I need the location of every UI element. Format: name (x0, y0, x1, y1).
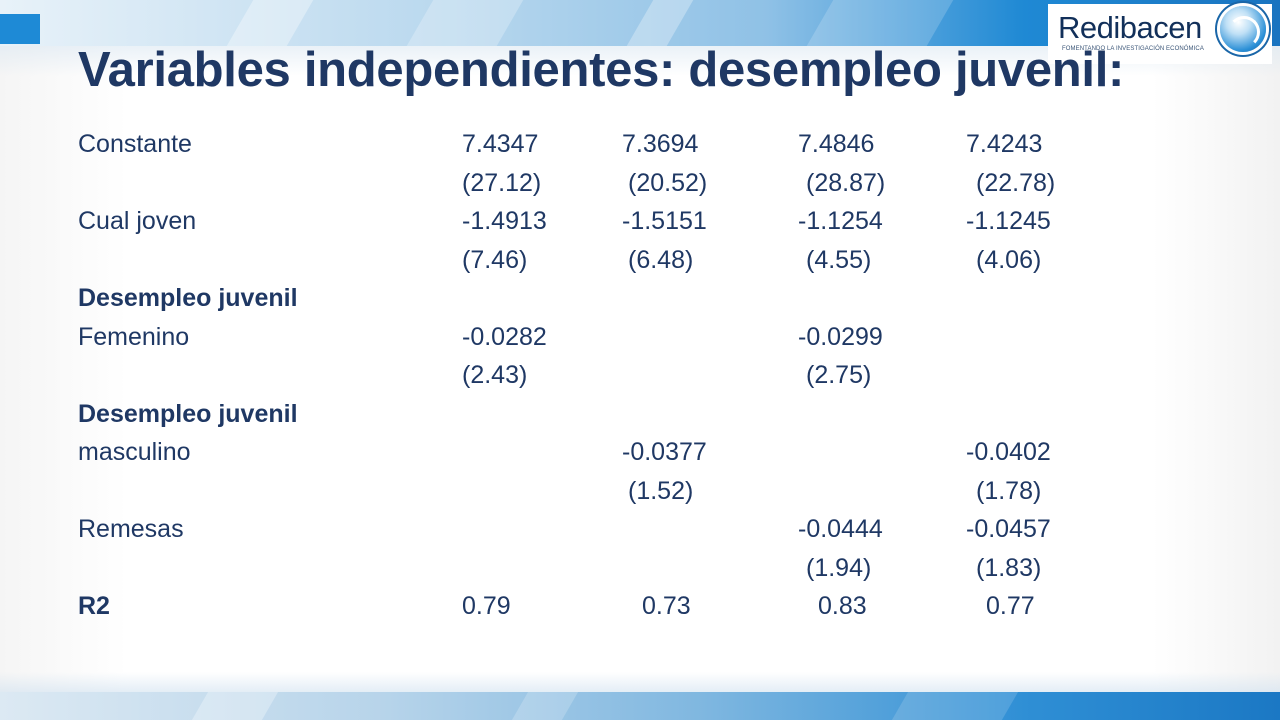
value-cell-col4: -0.0457 (966, 515, 1051, 543)
value-cell-col1: -0.0282 (462, 322, 547, 351)
value-cell-col4: 7.4243 (966, 130, 1043, 158)
row-label: Cual joven (78, 207, 197, 235)
redibacen-logo: Redibacen FOMENTANDO LA INVESTIGACIÓN EC… (1048, 4, 1272, 64)
value-cell-col2: (20.52) (628, 168, 708, 197)
table-row: Desempleo juvenil (78, 278, 1178, 317)
table-row: (27.12) (20.52) (28.87) (22.78) (78, 163, 1178, 202)
slide-title: Variables independientes: desempleo juve… (78, 43, 1125, 97)
table-row: (1.94) (1.83) (78, 548, 1178, 587)
table-row: Femenino -0.0282 -0.0299 (78, 317, 1178, 356)
value-cell-col3: -0.0299 (798, 322, 883, 351)
value-cell-col2: 0.73 (642, 592, 691, 620)
value-cell-col3: 7.4846 (798, 130, 875, 158)
table-row: Cual joven -1.4913 -1.5151 -1.1254 -1.1245 (78, 201, 1178, 240)
globe-icon (1220, 6, 1266, 52)
value-cell-col4: (1.83) (976, 553, 1042, 582)
table-row: (1.52) (1.78) (78, 471, 1178, 510)
bottom-decorative-band (0, 692, 1280, 720)
value-cell-col4: (1.78) (976, 476, 1042, 505)
table-row: R2 0.79 0.73 0.83 0.77 (78, 586, 1178, 625)
row-label: masculino (78, 438, 191, 466)
row-label: Remesas (78, 515, 184, 543)
value-cell-col1: -1.4913 (462, 207, 547, 235)
value-cell-col1: (27.12) (462, 168, 542, 197)
value-cell-col3: -0.0444 (798, 515, 883, 543)
value-cell-col3: 0.83 (818, 592, 867, 620)
table-row: (2.43) (2.75) (78, 355, 1178, 394)
row-label: Desempleo juvenil (78, 399, 298, 428)
table-row: Desempleo juvenil (78, 394, 1178, 433)
table-row: masculino -0.0377 -0.0402 (78, 432, 1178, 471)
value-cell-col2: (1.52) (628, 476, 694, 505)
value-cell-col2: -1.5151 (622, 207, 707, 235)
row-label: R2 (78, 592, 110, 620)
table-row: Constante 7.4347 7.3694 7.4846 7.4243 (78, 124, 1178, 163)
value-cell-col1: 7.4347 (462, 130, 539, 158)
value-cell-col3: -1.1254 (798, 207, 883, 235)
value-cell-col2: -0.0377 (622, 438, 707, 466)
value-cell-col4: (22.78) (976, 168, 1056, 197)
table-row: Remesas -0.0444 -0.0457 (78, 509, 1178, 548)
value-cell-col3: (1.94) (806, 553, 872, 582)
value-cell-col1: (7.46) (462, 245, 528, 274)
bottom-fade (0, 672, 1280, 692)
value-cell-col3: (4.55) (806, 245, 872, 274)
value-cell-col2: (6.48) (628, 245, 694, 274)
value-cell-col3: (2.75) (806, 361, 872, 389)
row-label: Constante (78, 130, 192, 158)
value-cell-col1: 0.79 (462, 592, 511, 620)
logo-tagline: FOMENTANDO LA INVESTIGACIÓN ECONÓMICA (1062, 46, 1204, 52)
value-cell-col3: (28.87) (806, 168, 886, 197)
value-cell-col4: (4.06) (976, 245, 1042, 274)
row-label: Femenino (78, 322, 190, 351)
value-cell-col4: -1.1245 (966, 207, 1051, 235)
value-cell-col1: (2.43) (462, 361, 528, 389)
value-cell-col4: -0.0402 (966, 438, 1051, 466)
regression-table: Constante 7.4347 7.3694 7.4846 7.4243 (27.12)… (78, 124, 1178, 625)
value-cell-col4: 0.77 (986, 592, 1035, 620)
table-row: (7.46) (6.48) (4.55) (4.06) (78, 240, 1178, 279)
row-label: Desempleo juvenil (78, 284, 298, 312)
logo-wordmark: Redibacen (1058, 10, 1202, 45)
value-cell-col2: 7.3694 (622, 130, 699, 158)
